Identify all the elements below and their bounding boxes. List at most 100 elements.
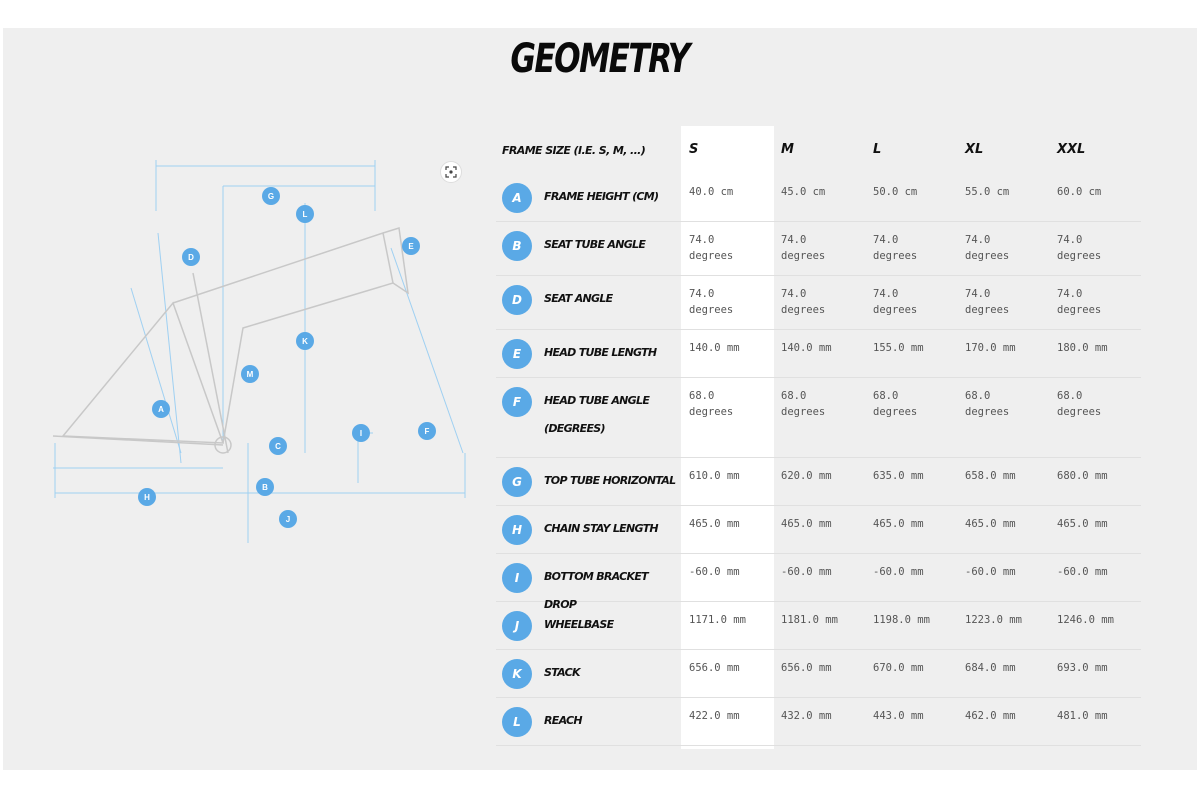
row-letter-badge: L bbox=[502, 707, 532, 737]
frame-geometry-diagram: G L D E K M A I F C B H J bbox=[43, 153, 483, 553]
row-letter-badge: G bbox=[502, 467, 532, 497]
table-cell: 74.0 degrees bbox=[689, 234, 734, 262]
table-row: L REACH 422.0 mm 432.0 mm 443.0 mm 462.0 mm 48… bbox=[496, 698, 1141, 746]
marker-f bbox=[418, 422, 436, 440]
table-cell: 74.0 degrees bbox=[689, 288, 734, 316]
table-cell: 74.0 degrees bbox=[965, 288, 1010, 316]
table-cell: 74.0 degrees bbox=[1057, 234, 1102, 262]
marker-d bbox=[182, 248, 200, 266]
row-letter-badge: E bbox=[502, 339, 532, 369]
table-cell: 50.0 cm bbox=[873, 186, 918, 198]
marker-g bbox=[262, 187, 280, 205]
marker-label: L bbox=[303, 210, 308, 219]
table-cell: 1171.0 mm bbox=[689, 614, 746, 626]
table-cell: 443.0 mm bbox=[873, 710, 924, 722]
table-cell: 422.0 mm bbox=[689, 710, 740, 722]
row-letter-badge: F bbox=[502, 387, 532, 417]
marker-label: F bbox=[425, 427, 430, 436]
size-header-s[interactable]: S bbox=[689, 142, 699, 157]
table-cell: 465.0 mm bbox=[965, 518, 1016, 530]
table-cell: 140.0 mm bbox=[689, 342, 740, 354]
size-header-xl[interactable]: XL bbox=[965, 142, 984, 157]
table-cell: 74.0 degrees bbox=[1057, 288, 1102, 316]
zoom-button[interactable] bbox=[440, 161, 462, 183]
table-cell: -60.0 mm bbox=[689, 566, 740, 578]
row-letter-badge: J bbox=[502, 611, 532, 641]
marker-b bbox=[256, 478, 274, 496]
row-label: HEAD TUBE LENGTH bbox=[544, 346, 657, 359]
table-cell: 462.0 mm bbox=[965, 710, 1016, 722]
geometry-panel: GEOMETRY bbox=[3, 28, 1197, 770]
row-label: TOP TUBE HORIZONTAL bbox=[544, 474, 676, 487]
table-cell: 432.0 mm bbox=[781, 710, 832, 722]
table-row: D SEAT ANGLE 74.0 degrees 74.0 degrees 74.0 … bbox=[496, 276, 1141, 330]
table-row: A FRAME HEIGHT (CM) 40.0 cm 45.0 cm 50.0 cm 5… bbox=[496, 174, 1141, 222]
marker-label: K bbox=[302, 337, 308, 346]
marker-label: H bbox=[144, 493, 150, 502]
table-row: B SEAT TUBE ANGLE 74.0 degrees 74.0 degrees… bbox=[496, 222, 1141, 276]
table-cell: 680.0 mm bbox=[1057, 470, 1108, 482]
marker-label: I bbox=[360, 429, 362, 438]
geometry-table: FRAME SIZE (I.E. S, M, ...) S M L XL XXL… bbox=[496, 126, 1141, 749]
marker-j bbox=[279, 510, 297, 528]
table-cell: 610.0 mm bbox=[689, 470, 740, 482]
row-letter-badge: K bbox=[502, 659, 532, 689]
size-header-m[interactable]: M bbox=[781, 142, 794, 157]
page-title: GEOMETRY bbox=[510, 36, 690, 82]
table-cell: 481.0 mm bbox=[1057, 710, 1108, 722]
diagram-markers: G L D E K M A I F C B H J bbox=[138, 187, 436, 528]
table-cell: 465.0 mm bbox=[873, 518, 924, 530]
table-cell: 40.0 cm bbox=[689, 186, 734, 198]
marker-k bbox=[296, 332, 314, 350]
row-label: HEAD TUBE ANGLE (DEGREES) bbox=[544, 394, 650, 435]
marker-c bbox=[269, 437, 287, 455]
table-cell: 635.0 mm bbox=[873, 470, 924, 482]
table-row: K STACK 656.0 mm 656.0 mm 670.0 mm 684.0 mm 69… bbox=[496, 650, 1141, 698]
table-row: J WHEELBASE 1171.0 mm 1181.0 mm 1198.0 mm 122… bbox=[496, 602, 1141, 650]
size-header-l[interactable]: L bbox=[873, 142, 882, 157]
table-cell: 465.0 mm bbox=[781, 518, 832, 530]
row-label: REACH bbox=[544, 714, 583, 727]
table-cell: 68.0 degrees bbox=[689, 390, 734, 418]
zoom-icon bbox=[445, 166, 457, 178]
table-cell: 656.0 mm bbox=[689, 662, 740, 674]
table-cell: -60.0 mm bbox=[873, 566, 924, 578]
table-cell: 60.0 cm bbox=[1057, 186, 1102, 198]
marker-label: C bbox=[275, 442, 281, 451]
row-label: STACK bbox=[544, 666, 581, 679]
table-row: H CHAIN STAY LENGTH 465.0 mm 465.0 mm 465.0 … bbox=[496, 506, 1141, 554]
frame-size-header: FRAME SIZE (I.E. S, M, ...) bbox=[502, 143, 646, 157]
table-row: E HEAD TUBE LENGTH 140.0 mm 140.0 mm 155.0 m… bbox=[496, 330, 1141, 378]
table-cell: -60.0 mm bbox=[965, 566, 1016, 578]
frame-outline bbox=[52, 227, 409, 454]
row-label: SEAT ANGLE bbox=[544, 292, 613, 305]
table-cell: 1198.0 mm bbox=[873, 614, 930, 626]
table-cell: 45.0 cm bbox=[781, 186, 826, 198]
table-cell: 74.0 degrees bbox=[873, 288, 918, 316]
marker-label: D bbox=[188, 253, 194, 262]
table-cell: 68.0 degrees bbox=[781, 390, 826, 418]
table-cell: 465.0 mm bbox=[689, 518, 740, 530]
table-cell: 465.0 mm bbox=[1057, 518, 1108, 530]
table-cell: 155.0 mm bbox=[873, 342, 924, 354]
table-cell: 140.0 mm bbox=[781, 342, 832, 354]
marker-label: B bbox=[262, 483, 268, 492]
row-label: BOTTOM BRACKET DROP bbox=[544, 570, 649, 611]
row-letter-badge: A bbox=[502, 183, 532, 213]
row-label: CHAIN STAY LENGTH bbox=[544, 522, 659, 535]
table-body: A FRAME HEIGHT (CM) 40.0 cm 45.0 cm 50.0 cm 5… bbox=[496, 174, 1141, 746]
marker-e bbox=[402, 237, 420, 255]
row-letter-badge: B bbox=[502, 231, 532, 261]
marker-label: G bbox=[268, 192, 274, 201]
table-cell: 74.0 degrees bbox=[781, 234, 826, 262]
table-row: G TOP TUBE HORIZONTAL 610.0 mm 620.0 mm 635.… bbox=[496, 458, 1141, 506]
table-cell: 656.0 mm bbox=[781, 662, 832, 674]
table-cell: 68.0 degrees bbox=[965, 390, 1010, 418]
size-header-xxl[interactable]: XXL bbox=[1057, 142, 1086, 157]
marker-label: A bbox=[158, 405, 164, 414]
table-row: I BOTTOM BRACKET DROP -60.0 mm -60.0 mm -60.… bbox=[496, 554, 1141, 611]
marker-label: E bbox=[408, 242, 414, 251]
table-cell: 55.0 cm bbox=[965, 186, 1010, 198]
table-cell: 170.0 mm bbox=[965, 342, 1016, 354]
table-cell: 74.0 degrees bbox=[965, 234, 1010, 262]
